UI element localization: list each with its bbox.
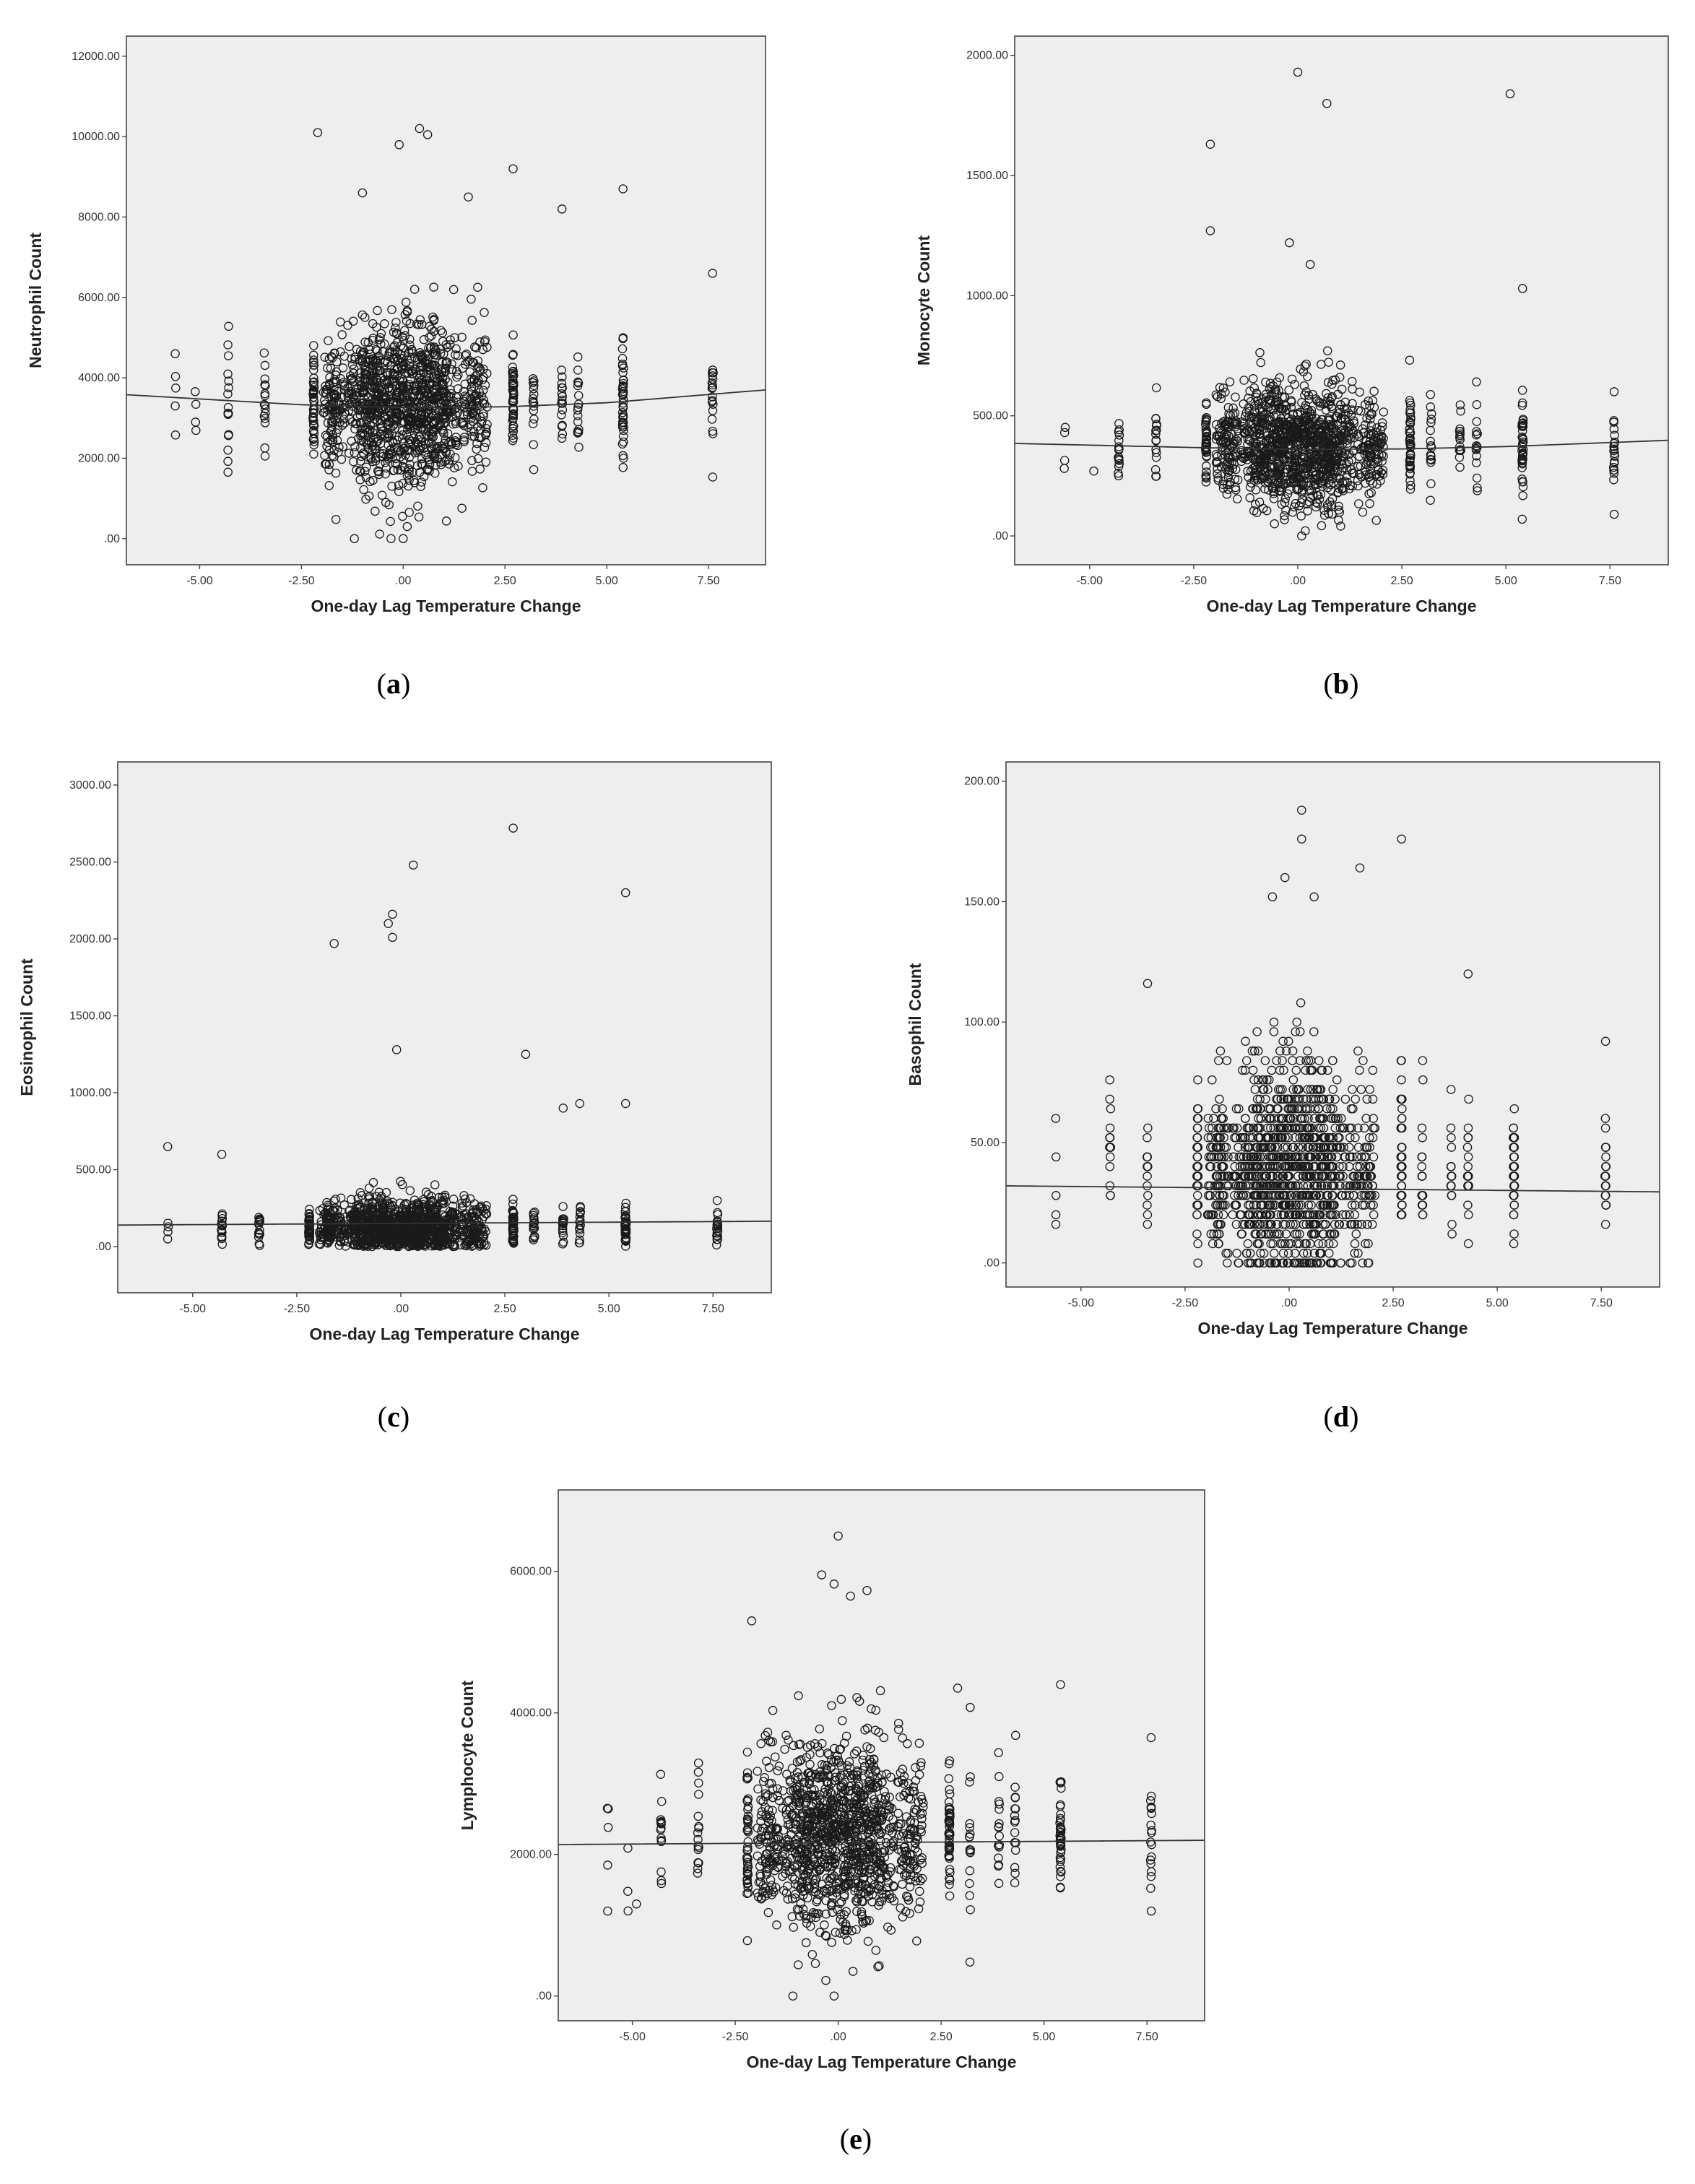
x-axis-title: One-day Lag Temperature Change <box>1206 597 1476 615</box>
x-tick-label: 7.50 <box>702 1303 724 1315</box>
y-axis-title: Neutrophil Count <box>26 233 45 368</box>
x-tick-label: 7.50 <box>698 575 720 587</box>
y-tick-label: 2500.00 <box>69 856 111 868</box>
y-tick-label: 500.00 <box>973 410 1008 422</box>
panel-caption-letter: c <box>387 1400 400 1433</box>
x-tick-label: .00 <box>395 575 411 587</box>
x-axis: -5.00 -2.50 .00 2.50 5.00 7.50 <box>186 565 720 587</box>
panel-caption: (b) <box>1324 667 1359 700</box>
panel-caption: (c) <box>378 1400 409 1433</box>
y-tick-label: 3000.00 <box>69 779 111 792</box>
x-tick-label: 2.50 <box>1391 575 1413 587</box>
x-tick-label: 5.00 <box>596 575 618 587</box>
x-tick-label: 2.50 <box>494 575 516 587</box>
x-tick-label: -2.50 <box>288 575 315 587</box>
y-tick-label: 1000.00 <box>966 290 1008 302</box>
x-tick-label: 7.50 <box>1599 575 1621 587</box>
y-axis: .00 500.00 1000.00 1500.00 2000.00 <box>966 50 1015 542</box>
x-tick-label: 5.00 <box>598 1303 620 1315</box>
y-tick-label: 1000.00 <box>69 1087 111 1099</box>
panel-c: .00 500.00 1000.00 1500.00 2000.00 2500.00 300… <box>17 762 771 1433</box>
x-axis: -5.00 -2.50 .00 2.50 5.00 7.50 <box>180 1293 724 1315</box>
y-tick-label: 10000.00 <box>71 131 120 143</box>
panel-a: .00 2000.00 4000.00 6000.00 8000.00 10000.00 1… <box>26 36 766 700</box>
x-axis: -5.00 -2.50 .00 2.50 5.00 7.50 <box>1077 565 1621 587</box>
x-tick-label: 2.50 <box>494 1303 516 1315</box>
x-tick-label: -2.50 <box>284 1303 311 1315</box>
y-axis: .00 2000.00 4000.00 6000.00 8000.00 10000.00 1… <box>71 51 126 545</box>
x-tick-label: -5.00 <box>1077 575 1104 587</box>
x-axis-title: One-day Lag Temperature Change <box>309 1325 579 1343</box>
y-tick-label: 1500.00 <box>966 170 1008 182</box>
plot-area <box>118 762 771 1293</box>
y-axis: .00 500.00 1000.00 1500.00 2000.00 2500.00 300… <box>69 779 118 1253</box>
x-axis-title: One-day Lag Temperature Change <box>311 597 581 615</box>
y-tick-label: .00 <box>992 530 1008 542</box>
y-tick-label: 8000.00 <box>78 211 120 223</box>
panel-caption: (a) <box>377 667 411 700</box>
y-tick-label: .00 <box>104 533 120 545</box>
y-tick-label: 6000.00 <box>78 292 120 304</box>
x-tick-label: .00 <box>1290 575 1306 587</box>
y-tick-label: 2000.00 <box>966 50 1008 62</box>
x-tick-label: -2.50 <box>1181 575 1208 587</box>
x-tick-label: 5.00 <box>1495 575 1517 587</box>
plot-area <box>126 36 766 565</box>
y-tick-label: .00 <box>95 1241 111 1253</box>
x-tick-label: -5.00 <box>180 1303 207 1315</box>
panel-caption-letter: b <box>1333 667 1349 700</box>
panel-b: .00 500.00 1000.00 1500.00 2000.00 -5.00 -2.5… <box>914 36 1668 700</box>
x-tick-label: -5.00 <box>186 575 213 587</box>
y-axis-title: Monocyte Count <box>914 235 933 365</box>
y-tick-label: 4000.00 <box>78 372 120 384</box>
y-tick-label: 12000.00 <box>71 51 120 63</box>
y-tick-label: 1500.00 <box>69 1010 111 1023</box>
x-tick-label: .00 <box>393 1303 409 1315</box>
panel-caption-letter: a <box>386 667 401 700</box>
y-tick-label: 2000.00 <box>78 452 120 464</box>
y-axis-title: Eosinophil Count <box>17 958 36 1096</box>
y-tick-label: 2000.00 <box>69 933 111 945</box>
y-tick-label: 500.00 <box>76 1164 111 1176</box>
